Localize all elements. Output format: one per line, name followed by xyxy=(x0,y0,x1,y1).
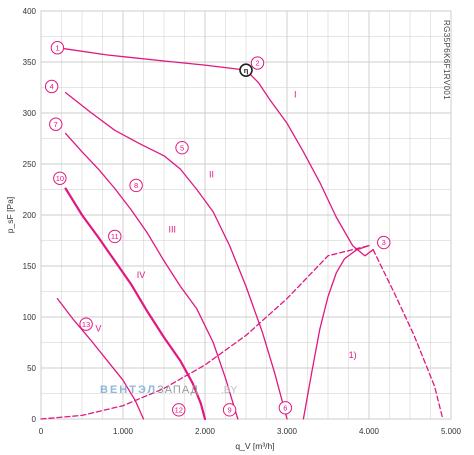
curves-layer xyxy=(40,47,444,421)
x-tick-label: 1.000 xyxy=(113,427,134,436)
marker-5: 5 xyxy=(175,140,189,155)
x-axis-label-text: q_V [m³/h] xyxy=(235,441,274,451)
x-tick-label: 4.000 xyxy=(359,427,380,436)
marker-number: 12 xyxy=(175,406,183,415)
series-line-2 xyxy=(64,91,288,420)
marker-7: 7 xyxy=(49,117,63,131)
curve-label: III xyxy=(168,224,176,234)
marker-number: 2 xyxy=(255,59,259,68)
marker-circle xyxy=(172,403,186,417)
x-tick-label: 2.000 xyxy=(195,427,216,436)
y-tick-label: 100 xyxy=(23,313,37,322)
y-axis-label-text: p_sF [Pa] xyxy=(5,197,15,233)
series-line-4 xyxy=(64,187,207,421)
tick-labels: 0 1.000 2.000 3.000 4.000 5.00005010015020025… xyxy=(23,7,462,436)
marker-2: 2 xyxy=(250,56,265,70)
marker-8: 8 xyxy=(129,178,143,193)
curve-label: II xyxy=(209,169,214,179)
y-tick-label: 300 xyxy=(23,109,37,118)
marker-circle xyxy=(50,41,65,55)
y-tick-label: 50 xyxy=(27,364,36,373)
marker-number: 6 xyxy=(283,403,287,412)
grid-lines xyxy=(40,10,452,420)
marker-number: 5 xyxy=(180,143,184,152)
marker-circle xyxy=(175,140,189,155)
curve-label: V xyxy=(95,323,101,333)
x-tick-label: 5.000 xyxy=(441,427,462,436)
marker-circle xyxy=(53,171,67,185)
operating-point: η xyxy=(239,63,253,77)
y-tick-label: 200 xyxy=(23,211,37,220)
y-axis-label: p_sF [Pa] xyxy=(5,197,15,233)
curve-label: IV xyxy=(137,270,146,280)
marker-4: 4 xyxy=(44,79,59,94)
y-tick-label: 350 xyxy=(23,58,37,67)
marker-number: 8 xyxy=(134,181,138,190)
watermark: ВЕНТЭЛЗАПАД .BY xyxy=(100,384,237,396)
watermark-part1: ВЕНТЭЛ xyxy=(100,384,157,396)
marker-circle xyxy=(278,401,293,415)
marker-11: 11 xyxy=(108,229,122,244)
marker-13: 13 xyxy=(79,317,93,331)
curve-label: I xyxy=(294,90,297,100)
marker-number: 1 xyxy=(55,43,59,52)
marker-circle xyxy=(222,403,237,417)
marker-number: 13 xyxy=(82,320,90,329)
y-tick-label: 0 xyxy=(32,415,37,424)
marker-number: 11 xyxy=(111,232,119,241)
y-tick-label: 150 xyxy=(23,262,37,271)
x-tick-label: 3.000 xyxy=(277,427,298,436)
marker-circle xyxy=(377,235,391,250)
marker-1: 1 xyxy=(50,41,65,55)
marker-number: 9 xyxy=(228,406,232,415)
series-line-7 xyxy=(302,244,370,420)
x-tick-label: 0 xyxy=(39,427,44,436)
marker-12: 12 xyxy=(172,403,186,417)
x-axis-label: q_V [m³/h] xyxy=(235,441,274,451)
model-code: RG35P6K6F1RV001 xyxy=(442,20,451,100)
y-tick-label: 250 xyxy=(23,160,37,169)
marker-circle xyxy=(44,79,59,94)
marker-9: 9 xyxy=(222,403,237,417)
marker-number: 7 xyxy=(54,120,58,129)
marker-circle xyxy=(108,229,122,244)
operating-point-circle xyxy=(239,63,253,77)
marker-circle xyxy=(250,56,265,70)
marker-circle xyxy=(129,178,143,193)
y-tick-label: 400 xyxy=(23,7,37,16)
marker-number: 10 xyxy=(56,174,64,183)
series-line-0 xyxy=(56,47,374,257)
marker-6: 6 xyxy=(278,401,293,415)
series-line-1 xyxy=(372,249,444,420)
curve-label: 1) xyxy=(349,350,357,360)
operating-point-label: η xyxy=(244,66,249,75)
marker-circle xyxy=(49,117,63,131)
marker-number: 4 xyxy=(50,82,54,91)
series-line-3 xyxy=(64,132,239,420)
watermark-part2: ЗАПАД xyxy=(157,384,199,396)
marker-3: 3 xyxy=(377,235,391,250)
marker-circle xyxy=(79,317,93,331)
marker-number: 3 xyxy=(382,238,386,247)
watermark-part3: .BY xyxy=(221,385,237,396)
marker-10: 10 xyxy=(53,171,67,185)
series-line-6 xyxy=(40,244,370,420)
